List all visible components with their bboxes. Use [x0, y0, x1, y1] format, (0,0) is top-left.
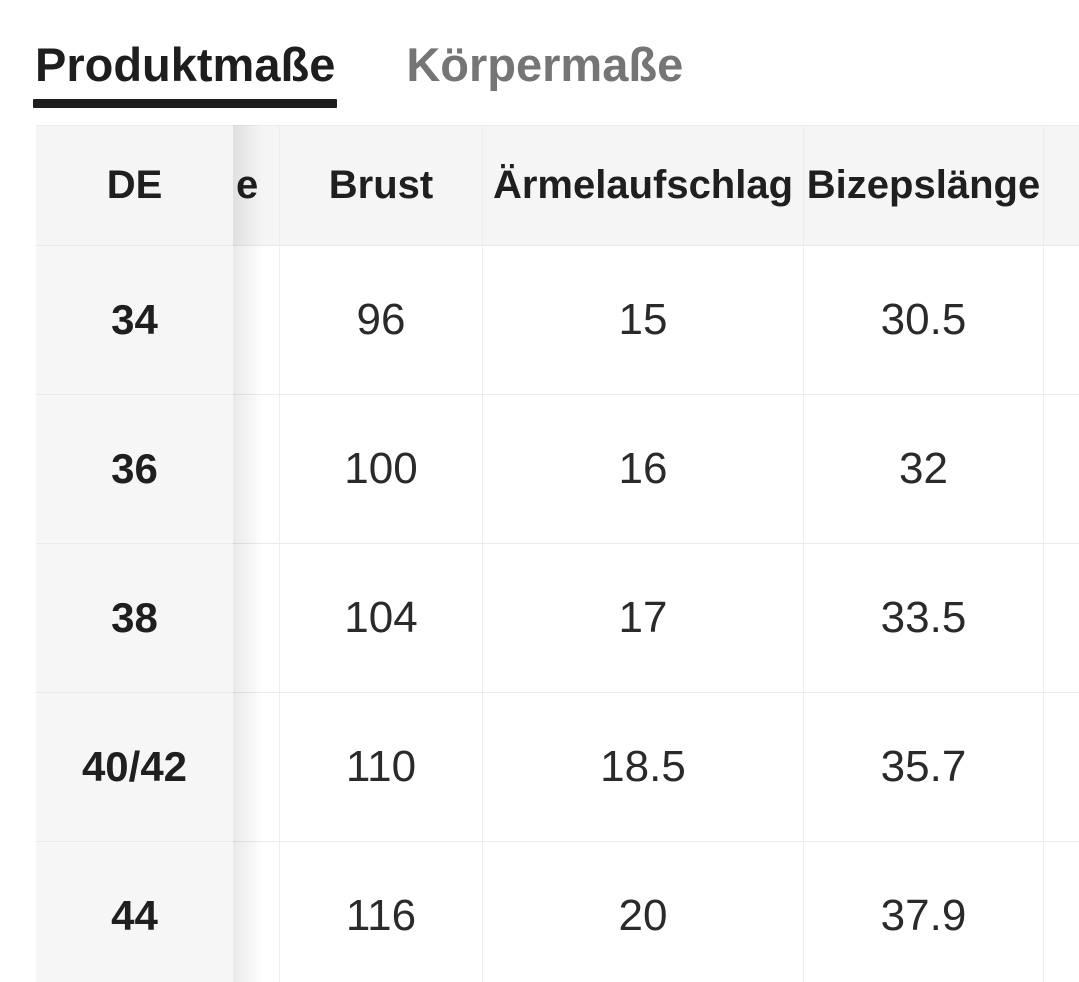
size-table-scroll-area[interactable]: DE e Brust Ärmelaufschlag Bizepslänge 34…	[36, 125, 1079, 982]
col-header-brust: Brust	[279, 126, 482, 246]
col-header-cutoff	[1043, 126, 1079, 246]
cell-brust: 100	[279, 395, 482, 544]
size-table: DE e Brust Ärmelaufschlag Bizepslänge 34…	[36, 125, 1079, 982]
active-tab-underline	[33, 99, 338, 108]
tab-koerpermasse[interactable]: Körpermaße	[404, 38, 685, 108]
cutoff-cell	[1043, 693, 1079, 842]
cell-brust: 104	[279, 544, 482, 693]
cell-aermelaufschlag: 16	[482, 395, 803, 544]
cutoff-cell	[1043, 842, 1079, 982]
row-label-size: 40/42	[36, 693, 233, 842]
cell-aermelaufschlag: 18.5	[482, 693, 803, 842]
row-label-size: 34	[36, 246, 233, 395]
cell-bizepslaenge: 33.5	[803, 544, 1043, 693]
cutoff-cell	[1043, 246, 1079, 395]
hidden-cell	[233, 246, 279, 395]
tab-produktmasse[interactable]: Produktmaße	[33, 38, 338, 108]
row-label-size: 44	[36, 842, 233, 982]
col-header-bizepslaenge: Bizepslänge	[803, 126, 1043, 246]
col-header-hidden-fragment: e	[233, 126, 279, 246]
cell-aermelaufschlag: 20	[482, 842, 803, 982]
cell-brust: 116	[279, 842, 482, 982]
cell-aermelaufschlag: 17	[482, 544, 803, 693]
tab-koerpermasse-label: Körpermaße	[406, 38, 684, 91]
row-label-size: 38	[36, 544, 233, 693]
hidden-cell	[233, 544, 279, 693]
cell-bizepslaenge: 37.9	[803, 842, 1043, 982]
cell-aermelaufschlag: 15	[482, 246, 803, 395]
col-header-aermelaufschlag: Ärmelaufschlag	[482, 126, 803, 246]
cell-bizepslaenge: 32	[803, 395, 1043, 544]
hidden-cell	[233, 395, 279, 544]
tab-produktmasse-label: Produktmaße	[35, 38, 336, 91]
cell-bizepslaenge: 35.7	[803, 693, 1043, 842]
hidden-cell	[233, 693, 279, 842]
size-chart-tabbar: Produktmaße Körpermaße	[0, 0, 1079, 108]
cutoff-cell	[1043, 395, 1079, 544]
cell-bizepslaenge: 30.5	[803, 246, 1043, 395]
cell-brust: 96	[279, 246, 482, 395]
col-header-de: DE	[36, 126, 233, 246]
cell-brust: 110	[279, 693, 482, 842]
cutoff-cell	[1043, 544, 1079, 693]
row-label-size: 36	[36, 395, 233, 544]
hidden-cell	[233, 842, 279, 982]
